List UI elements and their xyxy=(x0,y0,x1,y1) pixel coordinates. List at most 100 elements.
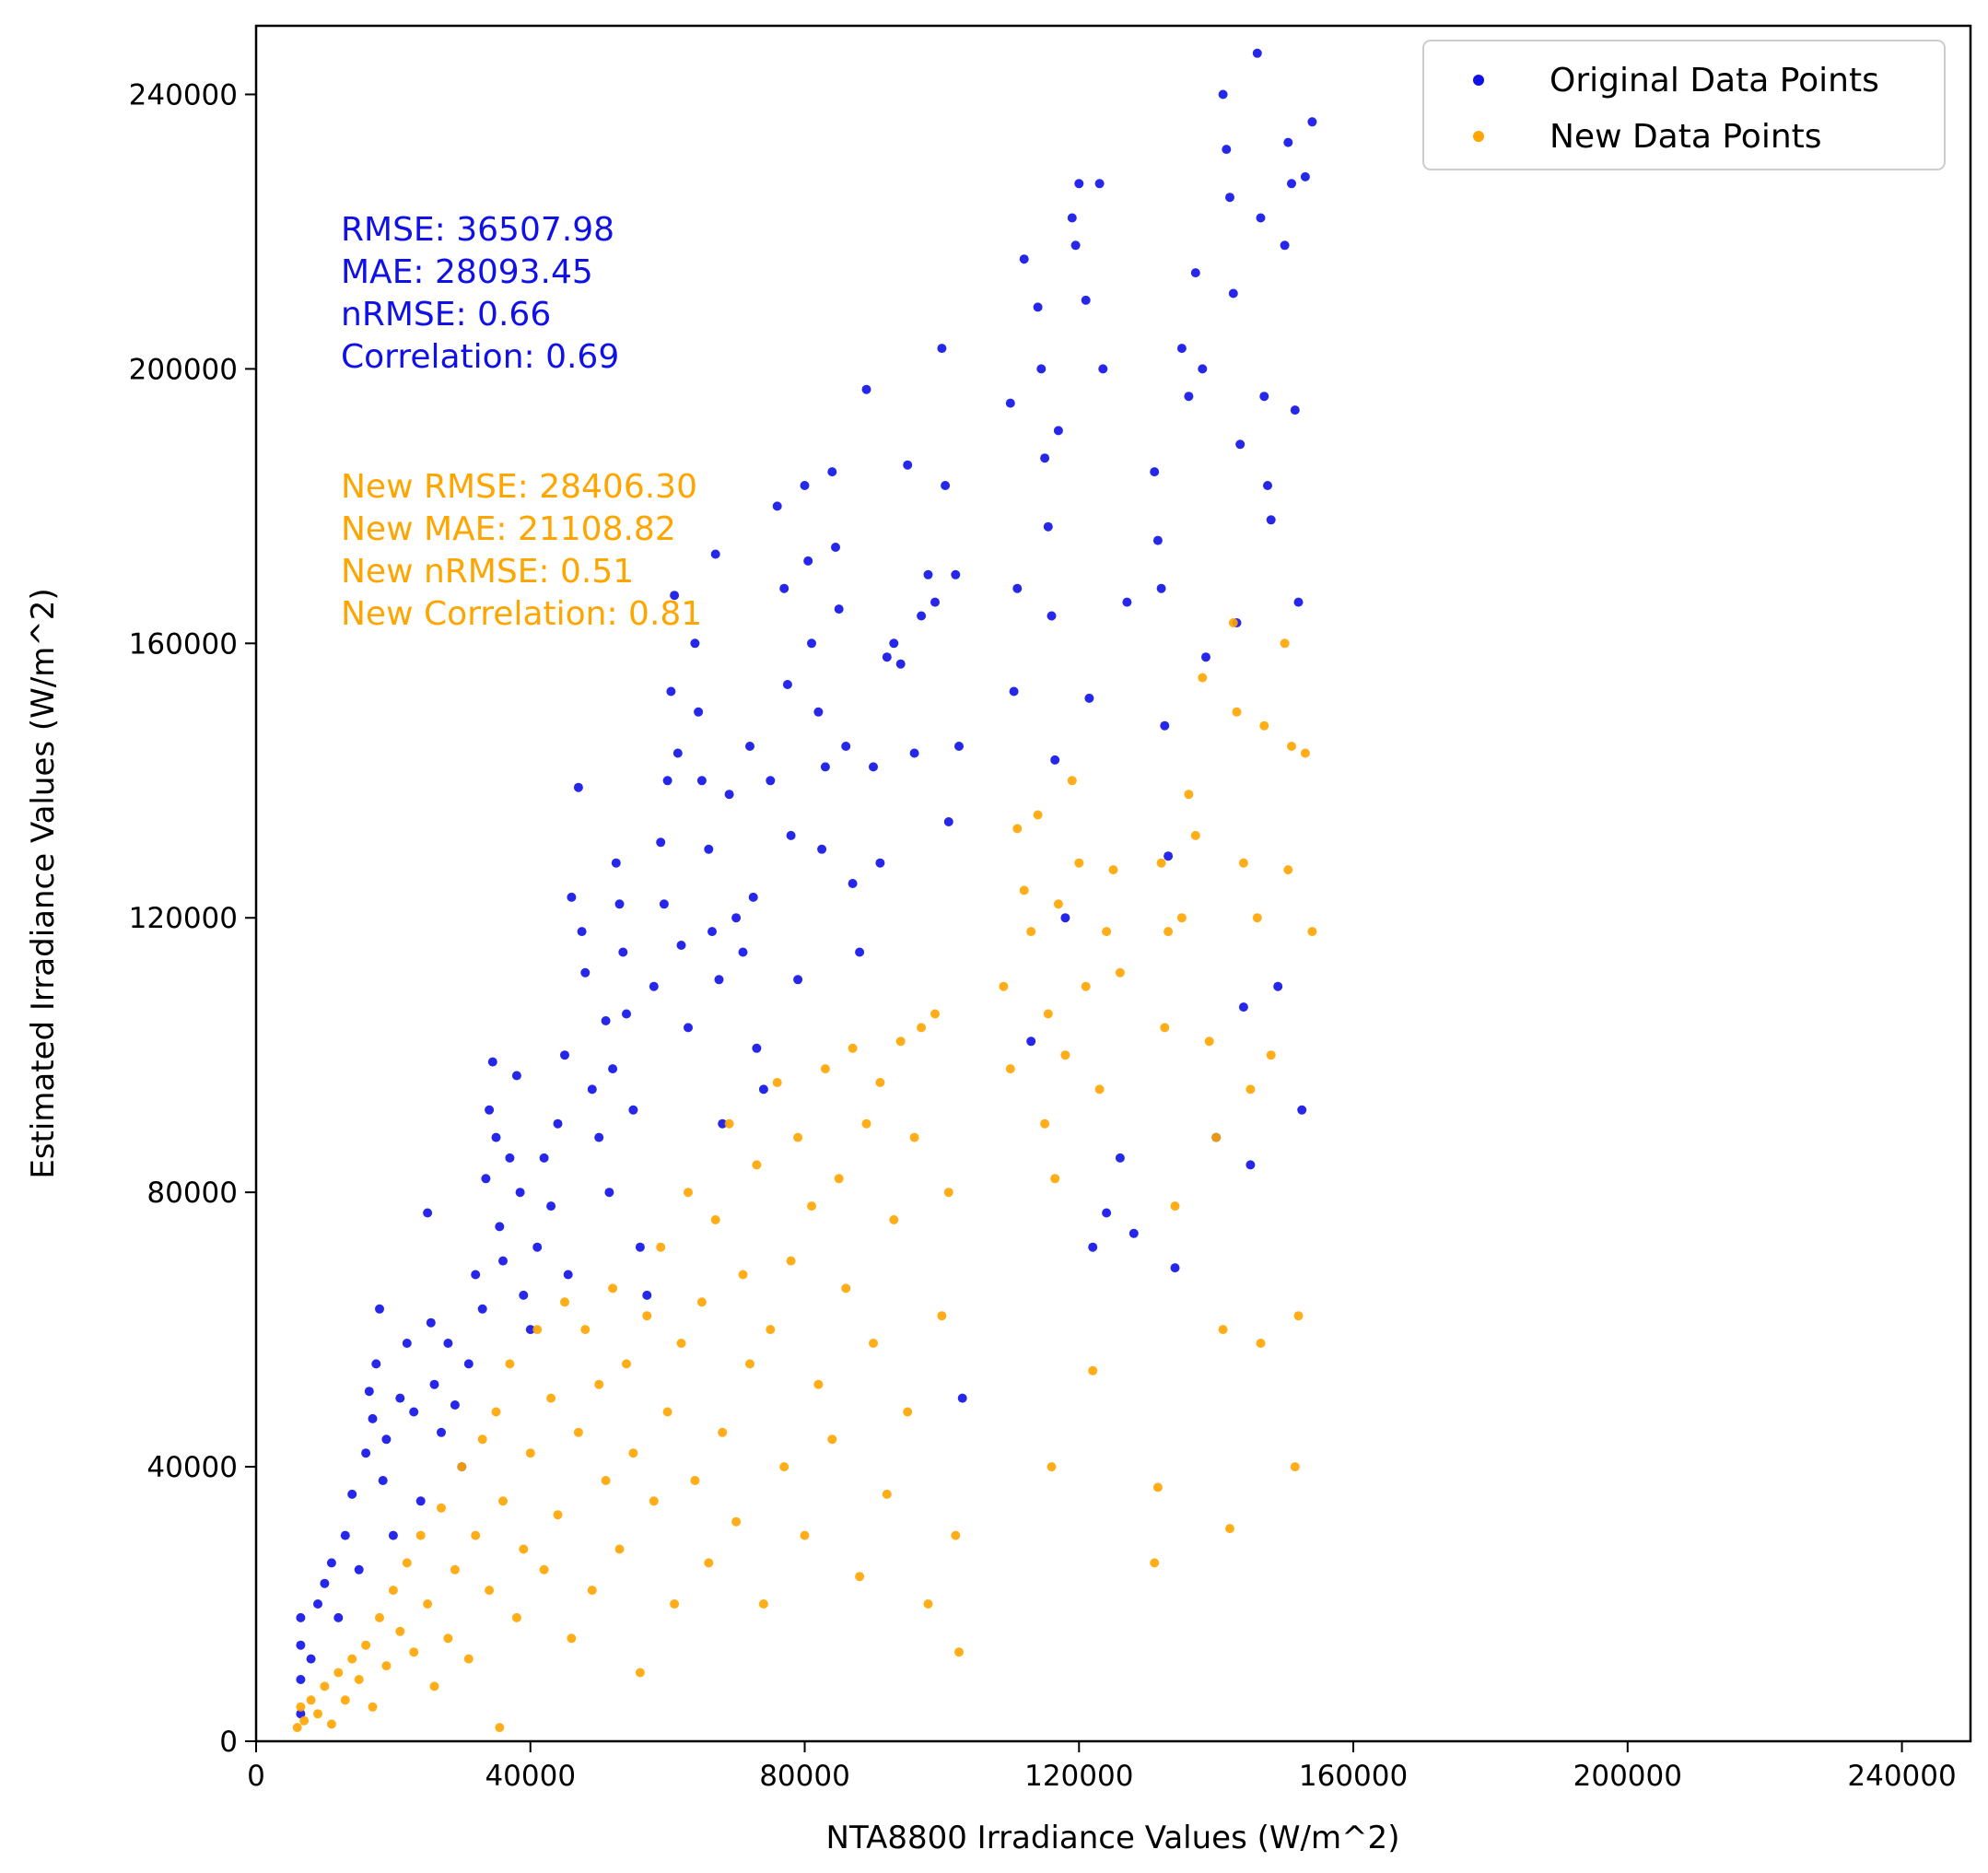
data-point xyxy=(622,1009,631,1019)
data-point xyxy=(1060,1050,1070,1060)
data-point xyxy=(766,776,776,786)
data-point xyxy=(326,1719,336,1729)
data-point xyxy=(299,1715,310,1726)
data-point xyxy=(758,1599,768,1609)
data-point xyxy=(463,1654,474,1664)
data-point xyxy=(471,1270,481,1280)
data-point xyxy=(782,680,792,689)
data-point xyxy=(622,1359,631,1369)
data-point xyxy=(1012,583,1023,593)
data-point xyxy=(1033,302,1043,312)
data-point xyxy=(511,1612,521,1622)
data-point xyxy=(731,1516,742,1527)
data-point xyxy=(1297,1105,1307,1115)
data-point xyxy=(292,1723,302,1733)
data-point xyxy=(1043,1009,1053,1019)
data-point xyxy=(670,591,680,601)
data-point xyxy=(423,1599,433,1609)
data-point xyxy=(1184,392,1194,402)
data-point xyxy=(704,1558,714,1568)
data-point xyxy=(296,1675,306,1684)
data-point xyxy=(402,1339,412,1348)
y-tick-label: 40000 xyxy=(146,1451,238,1484)
data-point xyxy=(1218,1325,1228,1335)
data-point xyxy=(614,899,625,909)
data-point xyxy=(766,1325,776,1335)
y-axis: 0 40000 80000 120000 160000 200000 240000 xyxy=(129,78,256,1759)
data-point xyxy=(827,1434,837,1445)
data-point xyxy=(573,1427,583,1437)
data-point xyxy=(738,1270,748,1280)
data-point xyxy=(333,1612,344,1622)
x-tick-label: 40000 xyxy=(485,1760,576,1793)
data-point xyxy=(1005,1064,1015,1074)
data-point xyxy=(1050,755,1060,765)
data-point xyxy=(371,1359,381,1369)
data-point xyxy=(834,604,844,615)
data-point xyxy=(1170,1263,1180,1273)
data-point xyxy=(340,1530,350,1540)
data-point xyxy=(553,1510,563,1520)
data-point xyxy=(1280,638,1290,649)
data-point xyxy=(560,1050,569,1060)
data-point xyxy=(694,707,704,717)
data-point xyxy=(443,1633,453,1644)
data-point xyxy=(1170,1201,1180,1212)
data-point xyxy=(923,569,933,579)
data-point xyxy=(381,1434,392,1445)
data-point xyxy=(1222,145,1232,155)
data-point xyxy=(1012,824,1023,834)
x-tick-label: 0 xyxy=(247,1760,265,1793)
data-point xyxy=(690,1476,700,1485)
data-point xyxy=(1218,89,1228,100)
points-layer xyxy=(292,48,1317,1733)
data-point xyxy=(1094,179,1105,189)
data-point xyxy=(340,1695,350,1705)
data-point xyxy=(485,1586,495,1596)
data-point xyxy=(1150,467,1160,477)
data-point xyxy=(710,1215,720,1224)
data-point xyxy=(375,1304,384,1314)
data-point xyxy=(672,748,683,758)
data-point xyxy=(491,1132,501,1142)
data-point xyxy=(1088,1242,1098,1252)
new-stats: New RMSE: 28406.30 New MAE: 21108.82 New… xyxy=(341,468,702,633)
data-point xyxy=(903,460,913,470)
data-point xyxy=(498,1256,508,1266)
data-point xyxy=(855,1572,865,1582)
legend: Original Data Points New Data Points xyxy=(1422,40,1946,170)
data-point xyxy=(563,1270,573,1280)
data-point xyxy=(415,1496,426,1506)
data-point xyxy=(1256,1339,1266,1348)
data-point xyxy=(1019,885,1029,896)
data-point xyxy=(1252,913,1262,923)
data-point xyxy=(495,1723,505,1733)
data-point xyxy=(567,1633,577,1644)
data-point xyxy=(423,1208,433,1218)
y-tick-label: 120000 xyxy=(129,902,238,935)
data-point xyxy=(1300,171,1310,181)
data-point xyxy=(718,1427,728,1437)
data-point xyxy=(604,1188,614,1198)
data-point xyxy=(429,1379,439,1389)
data-point xyxy=(505,1153,515,1163)
data-point xyxy=(368,1702,378,1712)
data-point xyxy=(1098,364,1108,374)
data-point xyxy=(1084,693,1094,703)
data-point xyxy=(347,1654,357,1664)
data-point xyxy=(457,1462,467,1472)
data-point xyxy=(1150,1558,1160,1568)
y-tick-label: 80000 xyxy=(146,1176,238,1210)
data-point xyxy=(841,742,851,751)
plot-frame xyxy=(254,24,1972,1743)
data-point xyxy=(1290,1462,1300,1472)
data-point xyxy=(1228,288,1238,299)
data-point xyxy=(649,981,659,991)
series-new xyxy=(292,618,1317,1733)
data-point xyxy=(1225,193,1234,203)
data-point xyxy=(745,742,754,751)
data-point xyxy=(889,638,899,649)
data-point xyxy=(580,967,591,977)
data-point xyxy=(1040,1118,1050,1129)
